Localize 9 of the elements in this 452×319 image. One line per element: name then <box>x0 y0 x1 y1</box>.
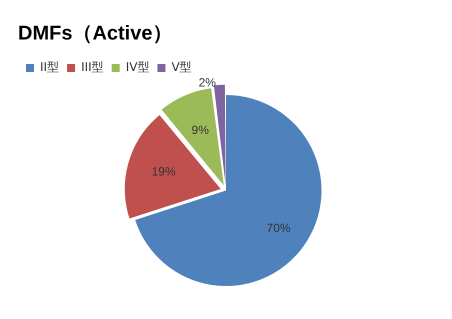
data-label: 2% <box>198 76 216 90</box>
chart-title: DMFs（Active） <box>18 22 172 45</box>
legend-label: IV型 <box>126 60 150 74</box>
data-label: 9% <box>192 123 210 138</box>
legend-label: II型 <box>40 60 60 74</box>
data-label: 19% <box>152 164 176 179</box>
legend-label: III型 <box>81 60 104 74</box>
data-label: 70% <box>266 220 291 235</box>
legend-label: V型 <box>171 60 192 74</box>
